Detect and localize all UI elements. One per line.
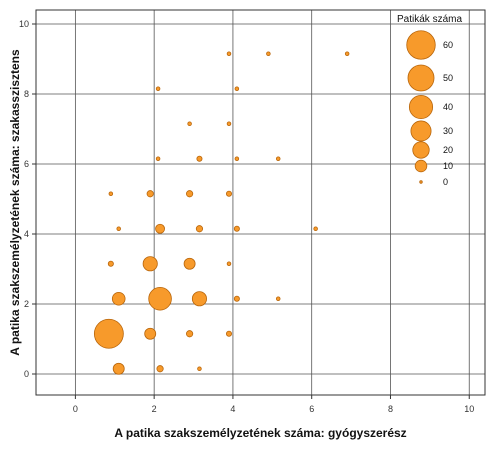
x-tick-label: 0 <box>73 404 78 414</box>
legend-bubble <box>406 30 436 60</box>
y-tick-label: 6 <box>24 159 29 169</box>
x-tick-label: 8 <box>388 404 393 414</box>
legend-bubble <box>408 94 434 120</box>
bubble <box>142 256 158 272</box>
legend-label: 20 <box>443 145 453 155</box>
bubble <box>146 190 154 198</box>
y-tick-label: 10 <box>19 19 29 29</box>
x-tick-label: 2 <box>152 404 157 414</box>
legend-title: Patikák száma <box>397 14 462 25</box>
bubble <box>234 86 240 91</box>
bubble <box>144 327 157 340</box>
y-tick-label: 4 <box>24 229 29 239</box>
legend-label: 30 <box>443 126 453 136</box>
bubble <box>155 223 165 234</box>
x-axis-title: A patika szakszemélyzetének száma: gyógy… <box>114 426 406 440</box>
bubble <box>155 86 161 91</box>
y-tick-label: 0 <box>24 369 29 379</box>
bubble <box>195 225 204 233</box>
legend-bubble <box>419 180 423 184</box>
y-tick-label: 8 <box>24 89 29 99</box>
bubble <box>197 366 202 371</box>
bubble <box>111 291 126 306</box>
bubble <box>93 318 124 349</box>
y-axis-title: A patika szakszemélyzetének száma: szaka… <box>8 49 22 356</box>
bubble <box>313 226 318 231</box>
bubble <box>187 121 192 126</box>
bubble <box>226 121 232 126</box>
bubble <box>196 155 203 162</box>
bubble <box>225 330 232 337</box>
bubble <box>156 365 164 373</box>
legend-label: 60 <box>443 40 453 50</box>
plot-frame <box>35 9 486 396</box>
bubble <box>108 191 114 196</box>
x-tick-label: 6 <box>309 404 314 414</box>
bubble <box>225 190 232 197</box>
bubble <box>226 261 232 266</box>
bubble <box>344 51 350 56</box>
bubble <box>233 225 240 232</box>
x-tick-label: 10 <box>464 404 474 414</box>
bubble <box>107 260 114 267</box>
axis-ticks: 0 2 4 6 8 10 0 2 4 6 8 10 <box>19 19 474 414</box>
bubble <box>275 296 281 301</box>
legend-bubble <box>410 120 432 142</box>
bubble <box>275 156 281 161</box>
legend-label: 50 <box>443 73 453 83</box>
bubble <box>155 156 161 161</box>
bubble <box>186 190 194 198</box>
legend-bubble <box>412 141 430 159</box>
bubble <box>116 226 121 231</box>
bubble <box>234 156 240 161</box>
bubble <box>148 286 172 311</box>
bubble <box>266 51 271 56</box>
legend-bubble <box>414 159 428 173</box>
bubble <box>233 295 240 302</box>
bubble <box>112 362 125 375</box>
y-tick-label: 2 <box>24 299 29 309</box>
bubbles <box>93 51 350 375</box>
bubble <box>191 291 207 307</box>
x-tick-label: 4 <box>230 404 235 414</box>
legend-label: 40 <box>443 102 453 112</box>
bubble <box>226 51 232 56</box>
legend-label: 0 <box>443 177 448 187</box>
legend: Patikák száma 60 50 40 30 20 10 0 <box>397 14 462 187</box>
bubble <box>186 330 194 338</box>
legend-bubble <box>407 64 435 92</box>
legend-label: 10 <box>443 161 453 171</box>
bubble <box>183 257 196 270</box>
grid-lines <box>36 10 485 395</box>
